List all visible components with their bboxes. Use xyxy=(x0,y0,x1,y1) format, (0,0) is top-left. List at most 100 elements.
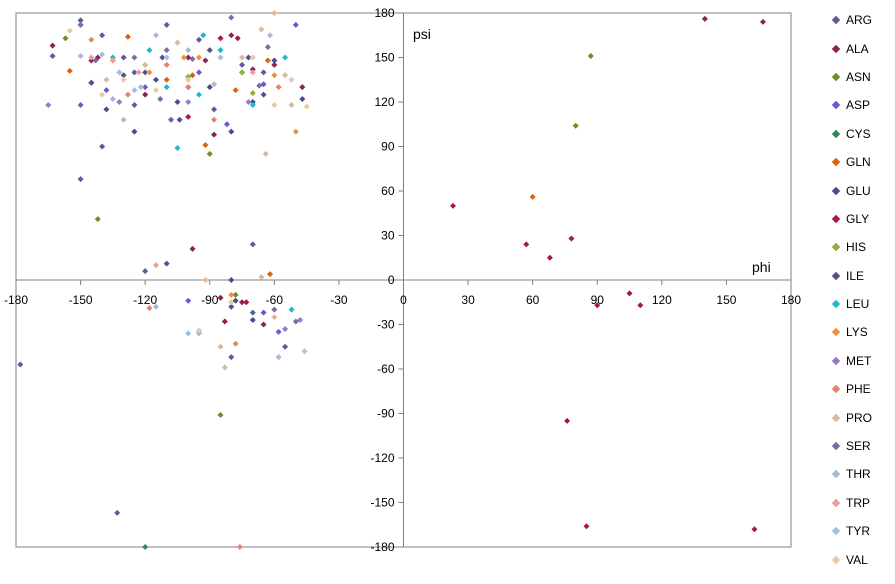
data-point-ile xyxy=(163,260,170,267)
data-point-val xyxy=(120,76,127,83)
data-point-val xyxy=(228,299,235,306)
data-point-ile xyxy=(206,47,213,54)
data-point-arg xyxy=(99,143,106,150)
data-point-phe xyxy=(124,91,131,98)
data-point-tyr xyxy=(217,54,224,61)
y-tick-label: -180 xyxy=(370,540,394,554)
data-point-ser xyxy=(163,47,170,54)
data-point-tyr xyxy=(185,330,192,337)
y-tick-label: -150 xyxy=(370,496,394,510)
data-point-his xyxy=(249,90,256,97)
data-point-asp xyxy=(223,121,230,128)
data-points xyxy=(17,10,767,550)
legend-item-tyr: TYR xyxy=(828,517,892,545)
data-point-asp xyxy=(292,21,299,28)
legend-item-lys: LYS xyxy=(828,318,892,346)
data-point-ala xyxy=(217,294,224,301)
data-point-ala xyxy=(260,321,267,328)
legend-label: GLN xyxy=(846,155,871,170)
data-point-glu xyxy=(271,57,278,64)
data-point-val xyxy=(99,91,106,98)
data-point-lys xyxy=(228,291,235,298)
data-point-arg xyxy=(49,53,56,60)
data-point-thr xyxy=(275,354,282,361)
data-point-trp xyxy=(152,262,159,269)
data-point-arg xyxy=(228,354,235,361)
legend-label: ASN xyxy=(846,69,871,84)
data-point-met xyxy=(116,99,123,105)
data-point-gly xyxy=(626,290,633,297)
data-point-phe xyxy=(146,305,153,312)
data-point-asp xyxy=(275,328,282,335)
data-point-arg xyxy=(77,176,84,183)
legend-label: MET xyxy=(846,353,872,368)
legend-marker-icon xyxy=(831,271,841,280)
legend-marker-icon xyxy=(831,44,841,53)
data-point-lys xyxy=(180,54,187,61)
legend-label: ILE xyxy=(846,268,865,283)
legend-item-asn: ASN xyxy=(828,63,892,91)
legend-label: PRO xyxy=(846,410,873,425)
data-point-glu xyxy=(299,96,306,103)
legend-item-pro: PRO xyxy=(828,403,892,431)
data-point-glu xyxy=(131,128,138,135)
data-point-ile xyxy=(120,72,127,79)
data-point-arg xyxy=(260,69,267,76)
data-point-phe xyxy=(236,544,243,550)
legend-marker-icon xyxy=(831,101,841,110)
data-point-arg xyxy=(282,343,289,350)
data-point-gly xyxy=(637,302,644,309)
data-point-val xyxy=(249,54,256,61)
data-point-pro xyxy=(217,343,224,350)
legend-item-gly: GLY xyxy=(828,205,892,233)
data-point-arg xyxy=(131,69,138,76)
data-point-phe xyxy=(232,340,239,347)
legend-item-his: HIS xyxy=(828,233,892,261)
data-point-gln xyxy=(124,33,131,40)
data-point-met xyxy=(282,325,289,332)
data-point-asn xyxy=(232,291,239,298)
data-point-pro xyxy=(142,61,149,68)
data-point-ala xyxy=(142,91,149,98)
data-point-pro xyxy=(221,364,228,371)
data-point-ser xyxy=(131,54,138,61)
data-point-val xyxy=(195,327,202,334)
data-point-ala xyxy=(271,61,278,68)
data-point-arg xyxy=(142,268,149,275)
legend-marker-icon xyxy=(831,243,841,252)
legend-label: LEU xyxy=(846,297,870,312)
data-point-ile xyxy=(142,69,149,76)
data-point-pro xyxy=(202,277,209,283)
data-point-thr xyxy=(152,32,159,39)
y-tick-label: 90 xyxy=(381,140,395,154)
data-point-leu xyxy=(163,84,170,91)
data-point-gly xyxy=(546,254,553,261)
data-point-val xyxy=(66,27,73,34)
data-point-glu xyxy=(249,317,256,324)
legend-label: TYR xyxy=(846,524,870,539)
legend-label: VAL xyxy=(846,552,868,567)
y-tick-label: 0 xyxy=(388,273,395,287)
legend-item-met: MET xyxy=(828,347,892,375)
legend-marker-icon xyxy=(831,555,841,564)
legend-item-arg: ARG xyxy=(828,6,892,34)
legend-label: ASP xyxy=(846,98,871,113)
x-tick-label: -30 xyxy=(330,293,348,307)
data-point-asn xyxy=(62,35,69,42)
legend-marker-icon xyxy=(831,356,841,366)
data-point-arg xyxy=(163,21,170,28)
data-point-ser xyxy=(271,306,278,313)
data-point-glu xyxy=(152,76,159,83)
data-point-gln xyxy=(202,142,209,149)
legend-item-ser: SER xyxy=(828,432,892,460)
data-point-asp xyxy=(195,69,202,76)
x-tick-label: 150 xyxy=(716,293,736,307)
data-point-tyr xyxy=(163,54,170,61)
data-point-asp xyxy=(103,87,110,94)
legend-label: ALA xyxy=(846,41,869,56)
data-point-arg xyxy=(239,61,246,68)
data-point-thr xyxy=(185,47,192,54)
data-point-gly xyxy=(217,35,224,42)
y-tick-label: 120 xyxy=(374,95,394,109)
data-point-leu xyxy=(217,47,224,54)
